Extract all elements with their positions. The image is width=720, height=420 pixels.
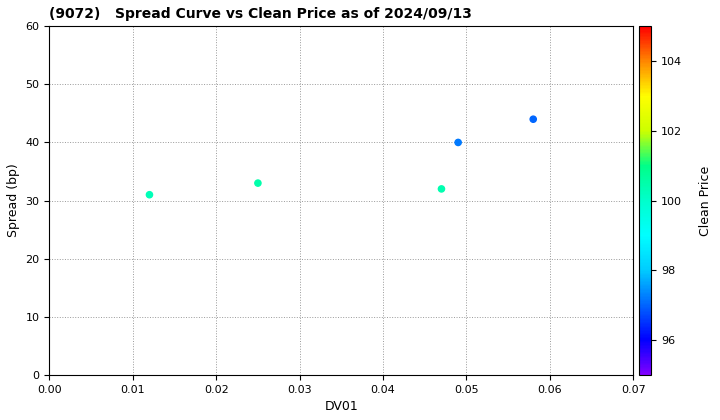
Point — [452, 139, 464, 146]
Y-axis label: Clean Price: Clean Price — [698, 165, 711, 236]
Point — [436, 186, 447, 192]
Text: (9072)   Spread Curve vs Clean Price as of 2024/09/13: (9072) Spread Curve vs Clean Price as of… — [50, 7, 472, 21]
Point — [252, 180, 264, 186]
Y-axis label: Spread (bp): Spread (bp) — [7, 164, 20, 237]
Point — [528, 116, 539, 123]
X-axis label: DV01: DV01 — [325, 400, 359, 413]
Point — [144, 192, 156, 198]
